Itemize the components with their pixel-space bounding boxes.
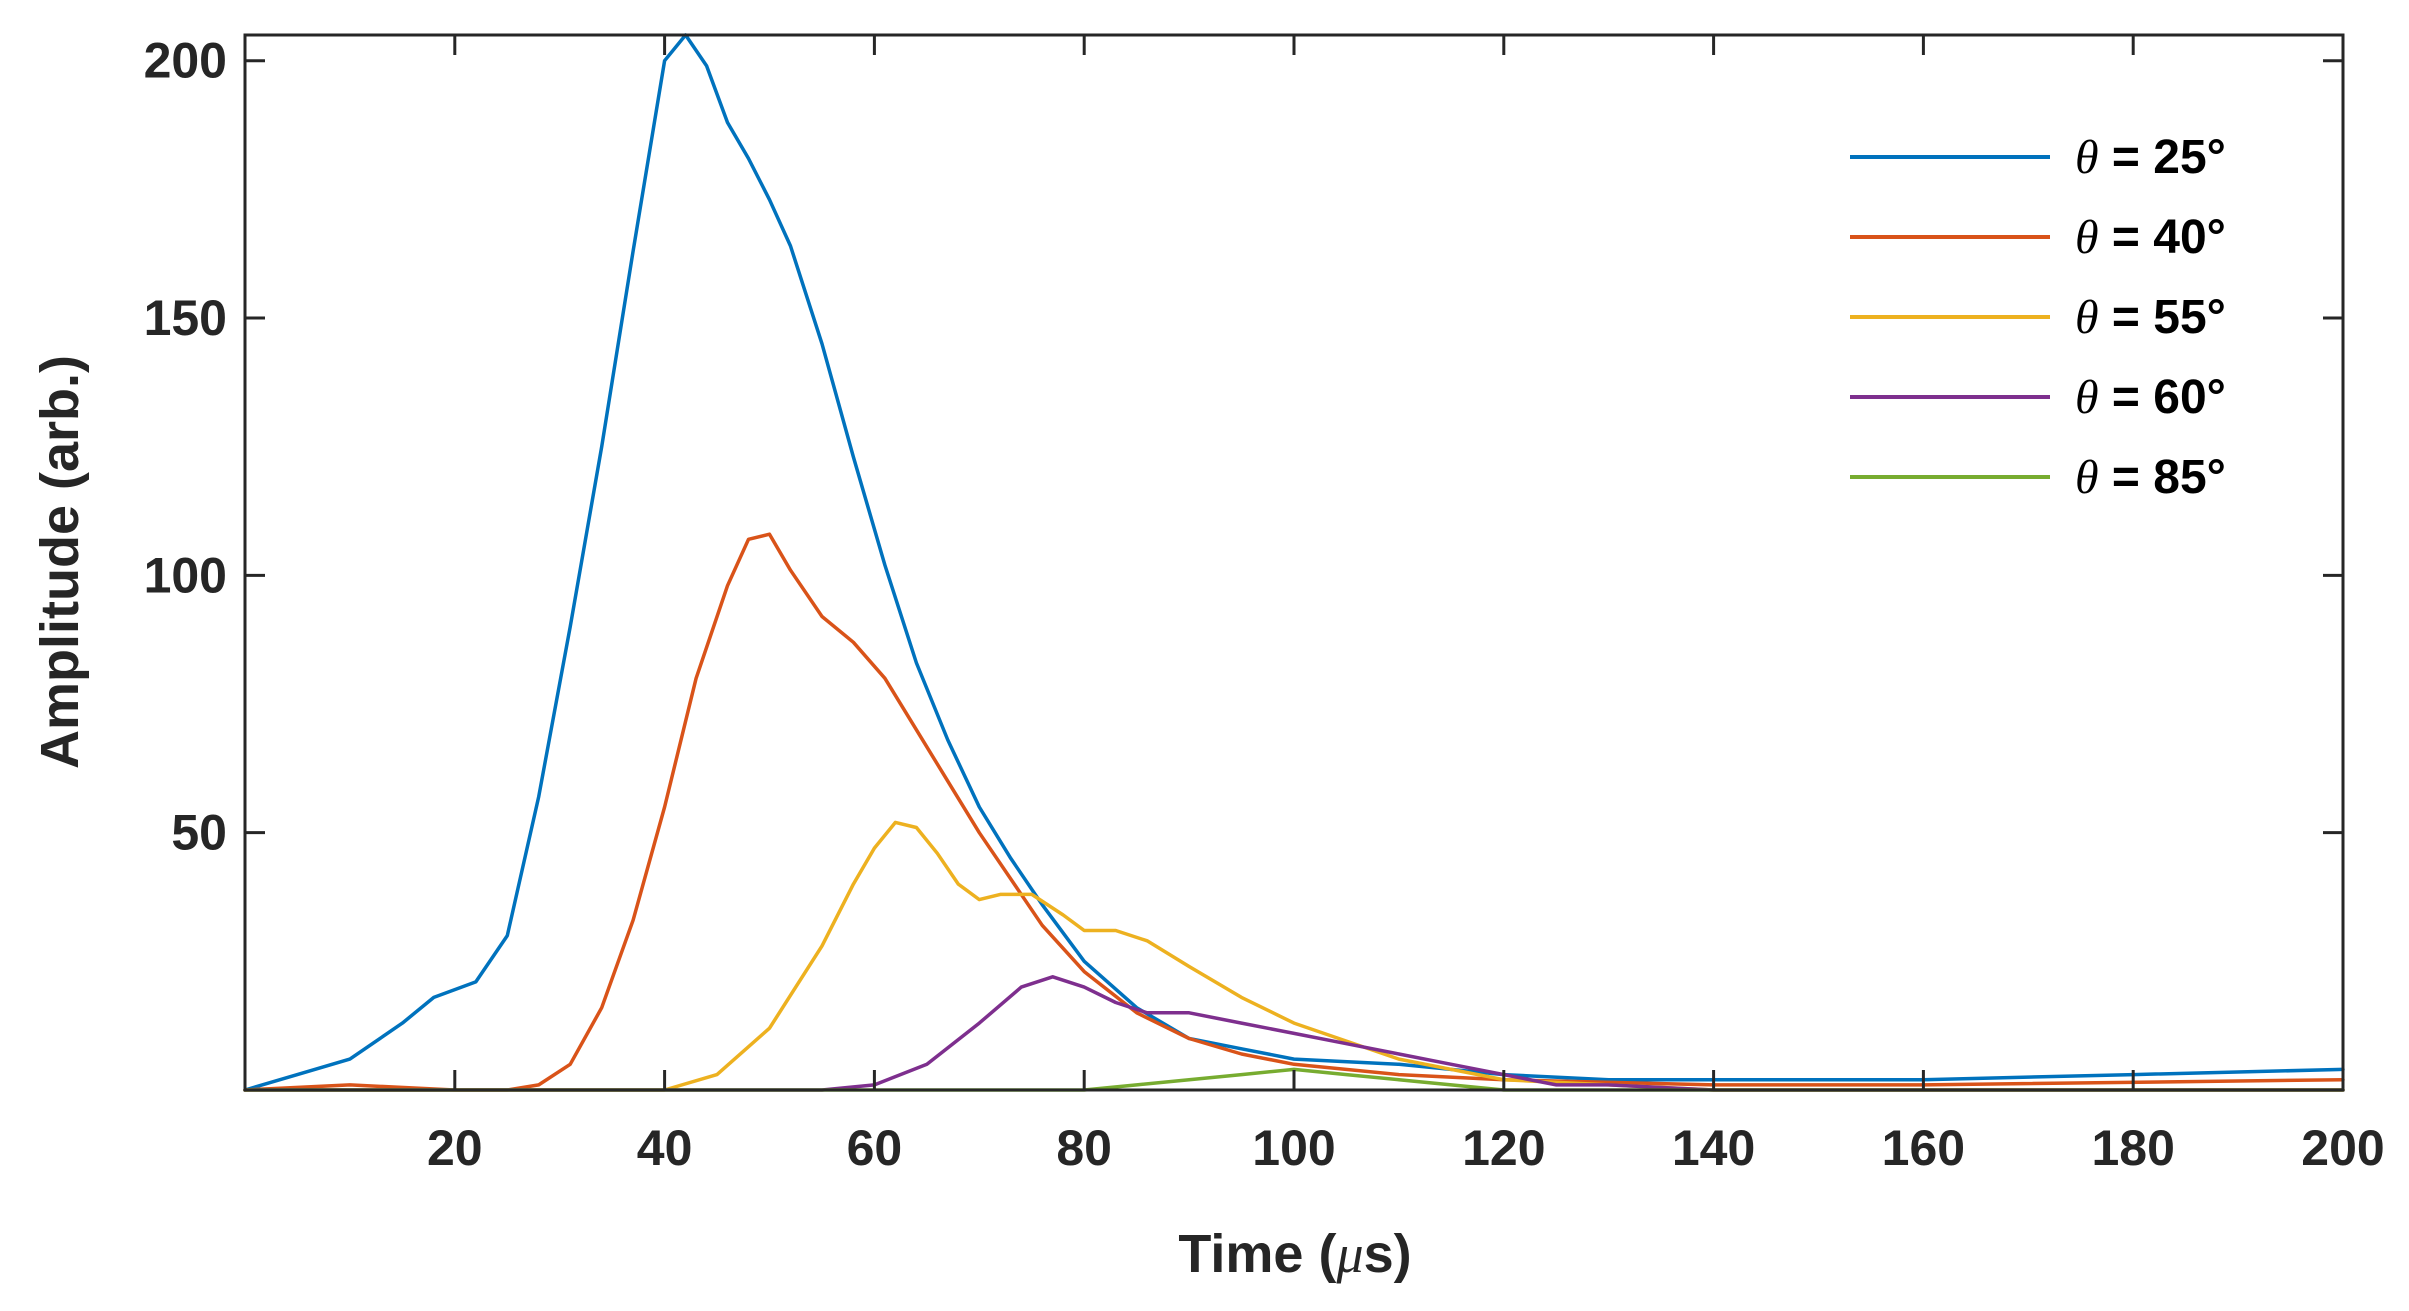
- legend-label-3: θ = 55°: [2075, 291, 2226, 344]
- series-line-4: [243, 975, 2345, 1092]
- x-tick-label: 20: [427, 1120, 483, 1176]
- series-layer: [243, 33, 2345, 1092]
- legend-value: = 55°: [2099, 291, 2226, 344]
- x-axis-title-mu: μ: [1335, 1224, 1363, 1284]
- x-tick-label: 100: [1252, 1120, 1335, 1176]
- legend: θ = 25°θ = 40°θ = 55°θ = 60°θ = 85°: [1830, 125, 2280, 515]
- y-tick-label: 150: [144, 290, 227, 346]
- legend-label-1: θ = 25°: [2075, 131, 2226, 184]
- series-line-1: [243, 33, 2345, 1092]
- series-line-3: [243, 820, 2345, 1092]
- y-axis-title: Amplitude (arb.): [30, 355, 90, 769]
- legend-theta-symbol: θ: [2075, 211, 2099, 264]
- legend-box: [1830, 125, 2280, 515]
- legend-value: = 25°: [2099, 131, 2226, 184]
- y-tick-label: 100: [144, 547, 227, 603]
- legend-theta-symbol: θ: [2075, 291, 2099, 344]
- axes-layer: 20 40 60 80 100 120 140 160 180 200 50 100 150 200: [144, 33, 2385, 1176]
- legend-label-4: θ = 60°: [2075, 371, 2226, 424]
- legend-value: = 85°: [2099, 451, 2226, 504]
- x-tick-label: 180: [2091, 1120, 2174, 1176]
- legend-theta-symbol: θ: [2075, 131, 2099, 184]
- y-tick-label: 50: [171, 805, 227, 861]
- x-axis-title-suffix: s): [1364, 1224, 1412, 1284]
- x-tick-label: 60: [847, 1120, 903, 1176]
- legend-value: = 60°: [2099, 371, 2226, 424]
- series-line-5: [243, 1067, 2345, 1092]
- legend-value: = 40°: [2099, 211, 2226, 264]
- y-tick-label: 200: [144, 33, 227, 89]
- x-tick-label: 160: [1882, 1120, 1965, 1176]
- x-tick-label: 80: [1056, 1120, 1112, 1176]
- x-axis-title-prefix: Time (: [1178, 1224, 1336, 1284]
- x-tick-label: 140: [1672, 1120, 1755, 1176]
- x-tick-label: 200: [2301, 1120, 2384, 1176]
- legend-label-2: θ = 40°: [2075, 211, 2226, 264]
- legend-theta-symbol: θ: [2075, 451, 2099, 504]
- x-tick-label: 120: [1462, 1120, 1545, 1176]
- x-tick-label: 40: [637, 1120, 693, 1176]
- x-axis-title: Time (μs): [1178, 1224, 1411, 1284]
- series-line-2: [243, 532, 2345, 1092]
- legend-label-5: θ = 85°: [2075, 451, 2226, 504]
- legend-theta-symbol: θ: [2075, 371, 2099, 424]
